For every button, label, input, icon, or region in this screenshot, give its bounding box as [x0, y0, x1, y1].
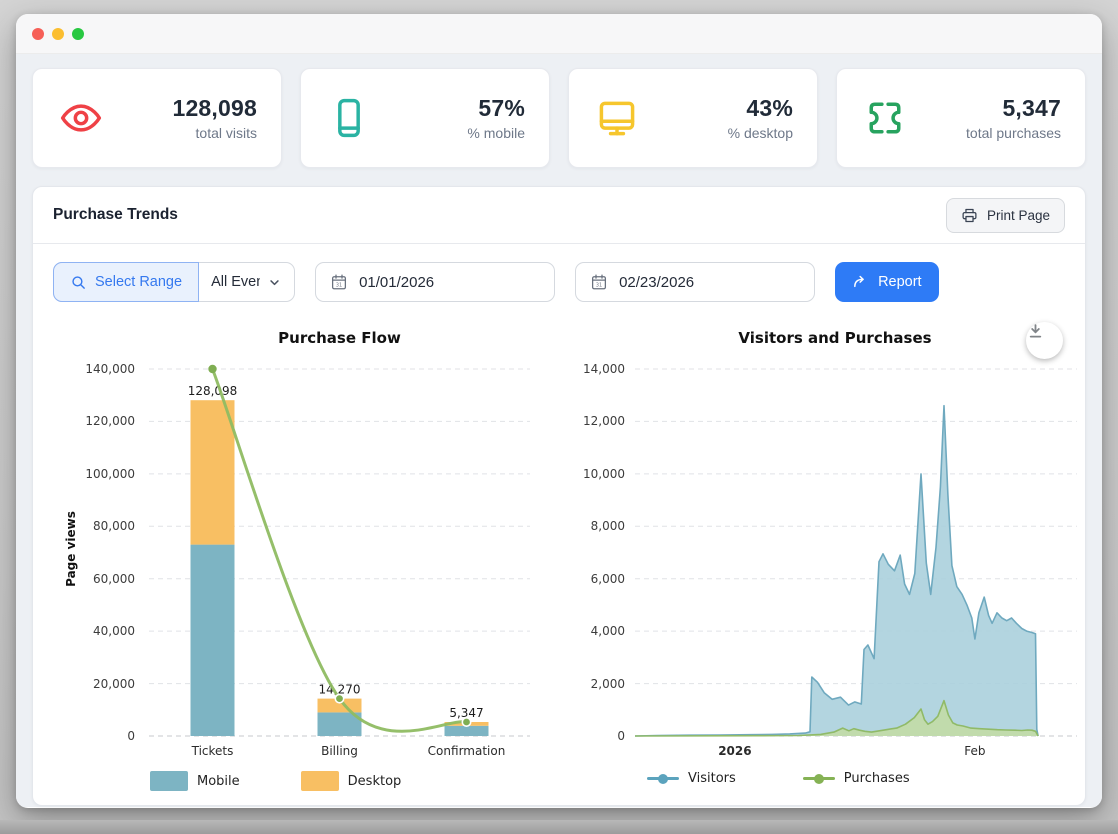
y-axis-tick-label: 14,000 — [583, 362, 625, 376]
download-icon — [1029, 324, 1042, 338]
svg-text:31: 31 — [596, 283, 602, 289]
close-window-button[interactable] — [32, 27, 44, 40]
y-axis-tick-label: 140,000 — [85, 362, 135, 376]
search-icon — [72, 275, 85, 289]
desktop-icon — [599, 101, 635, 136]
visitors-purchases-chart: Visitors and Purchases Visitors — [567, 322, 1091, 802]
x-axis-category-label: Tickets — [191, 744, 234, 758]
select-range-button[interactable]: Select Range — [53, 262, 200, 302]
minimize-window-button[interactable] — [52, 27, 64, 40]
y-axis-tick-label: 80,000 — [93, 519, 135, 534]
legend-item-desktop[interactable]: Desktop — [300, 771, 402, 791]
event-filter-dropdown[interactable]: All Events — [198, 263, 294, 301]
legend-label: Visitors — [688, 771, 736, 786]
stat-label: total purchases — [966, 125, 1061, 141]
calendar-icon: 31 — [332, 274, 347, 290]
zoom-window-button[interactable] — [72, 27, 84, 40]
purchases-marker — [802, 773, 835, 784]
date-from-input[interactable]: 31 01/01/2026 — [315, 262, 556, 302]
y-axis-tick-label: 0 — [617, 729, 625, 743]
stat-value: 5,347 — [1002, 95, 1061, 121]
legend-label: Desktop — [347, 773, 402, 789]
svg-text:5,347: 5,347 — [449, 706, 483, 720]
legend-item-visitors[interactable]: Visitors — [647, 771, 736, 786]
y-axis-tick-label: 4,000 — [590, 624, 625, 639]
y-axis-tick-label: 40,000 — [93, 624, 135, 639]
svg-text:14,270: 14,270 — [319, 683, 361, 697]
desktop-floor — [0, 820, 1118, 834]
x-axis-category-label: Confirmation — [427, 744, 506, 758]
charts-row: Purchase Flow Page views 128,098 14,270 5,… — [33, 322, 1085, 804]
chart-legend: Mobile Desktop — [150, 771, 401, 791]
date-to-input[interactable]: 31 02/23/2026 — [575, 262, 816, 302]
y-axis-tick-label: 8,000 — [590, 519, 625, 534]
redirect-arrow-icon — [854, 275, 864, 287]
window-titlebar — [16, 14, 1102, 54]
y-axis-tick-label: 10,000 — [583, 466, 625, 481]
report-button[interactable]: Report — [835, 262, 939, 302]
legend-label: Purchases — [843, 771, 910, 786]
range-filter-group: Select Range All Events — [53, 262, 296, 302]
mobile-swatch — [150, 771, 188, 791]
stat-label: % desktop — [727, 125, 793, 141]
chart-legend: Visitors Purchases — [647, 771, 910, 786]
purchase-flow-chart: Purchase Flow Page views 128,098 14,270 5,… — [43, 324, 563, 802]
select-range-label: Select Range — [95, 274, 183, 290]
filters-row: Select Range All Events 31 — [33, 244, 1085, 318]
print-page-button[interactable]: Print Page — [945, 197, 1065, 233]
x-axis-tick-label: Feb — [964, 744, 986, 758]
ticket-icon — [869, 102, 901, 134]
svg-text:31: 31 — [336, 283, 342, 289]
event-filter-value: All Events — [211, 274, 260, 290]
app-window: 128,098 total visits 57% % mobile — [16, 14, 1102, 808]
mobile-icon — [338, 98, 360, 138]
chart-title: Visitors and Purchases — [738, 329, 932, 347]
date-from-value: 01/01/2026 — [359, 273, 435, 291]
stat-value: 57% — [478, 95, 525, 121]
x-axis-category-label: Billing — [321, 744, 358, 758]
report-label: Report — [878, 274, 922, 290]
desktop-swatch — [300, 771, 339, 791]
stat-label: total visits — [195, 125, 257, 141]
svg-text:128,098: 128,098 — [188, 384, 238, 398]
y-axis-tick-label: 60,000 — [93, 571, 135, 586]
chart-title: Purchase Flow — [278, 329, 401, 347]
print-page-label: Print Page — [986, 207, 1050, 223]
legend-label: Mobile — [197, 773, 240, 789]
stat-card-total-visits: 128,098 total visits — [32, 68, 282, 168]
legend-item-purchases[interactable]: Purchases — [802, 771, 910, 786]
download-chart-button[interactable] — [1026, 322, 1063, 359]
y-axis-tick-label: 120,000 — [85, 414, 135, 429]
x-axis-tick-label: 2026 — [718, 744, 752, 758]
chevron-down-icon — [270, 279, 279, 285]
stat-value: 128,098 — [172, 95, 257, 121]
y-axis-tick-label: 0 — [127, 729, 135, 743]
stat-card-percent-mobile: 57% % mobile — [300, 68, 550, 168]
visitors-marker — [647, 773, 679, 784]
y-axis-tick-label: 6,000 — [590, 571, 625, 586]
legend-item-mobile[interactable]: Mobile — [150, 771, 240, 791]
stat-label: % mobile — [467, 125, 525, 141]
bar-chart-canvas: 128,098 14,270 5,347 — [149, 364, 530, 737]
panel-title: Purchase Trends — [53, 206, 178, 223]
y-axis-tick-label: 20,000 — [93, 676, 135, 691]
dashboard-content: 128,098 total visits 57% % mobile — [16, 54, 1102, 807]
calendar-icon: 31 — [592, 274, 607, 290]
y-axis-tick-label: 100,000 — [85, 466, 135, 481]
y-axis-tick-label: 12,000 — [583, 414, 625, 429]
purchase-trends-panel: Purchase Trends Print Page — [32, 186, 1086, 806]
y-axis-tick-label: 2,000 — [590, 676, 625, 691]
stat-card-percent-desktop: 43% % desktop — [568, 68, 818, 168]
eye-icon — [60, 104, 102, 132]
panel-header: Purchase Trends Print Page — [33, 187, 1085, 244]
date-to-value: 02/23/2026 — [619, 273, 695, 291]
printer-icon — [962, 208, 977, 222]
stats-row: 128,098 total visits 57% % mobile — [32, 68, 1086, 168]
area-chart-canvas — [634, 368, 1077, 737]
stat-card-total-purchases: 5,347 total purchases — [836, 68, 1086, 168]
stat-value: 43% — [746, 95, 793, 121]
